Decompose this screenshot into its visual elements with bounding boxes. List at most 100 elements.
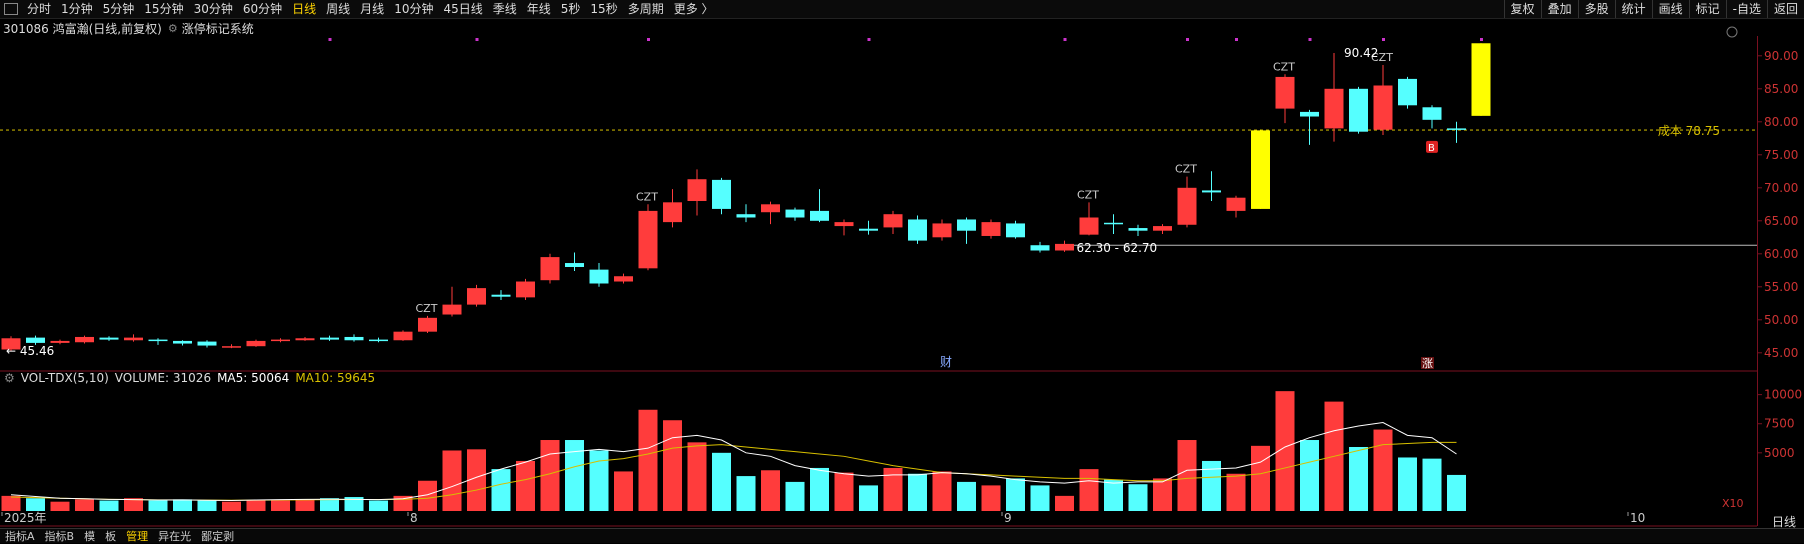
period-tab[interactable]: 15分钟 [144, 2, 184, 16]
candle-body [1177, 187, 1197, 225]
bottom-tab[interactable]: 指标B [44, 530, 75, 543]
period-tab[interactable]: 45日线 [443, 2, 483, 16]
toolbar-button[interactable]: 叠加 [1540, 0, 1578, 18]
volume-bar [173, 499, 192, 511]
window-icon[interactable] [4, 3, 18, 15]
limit-dot [1382, 38, 1385, 41]
period-tab[interactable]: 多周期 [627, 2, 664, 16]
volume-bar [246, 500, 266, 511]
limit-dot [1235, 38, 1238, 41]
volume-bar [614, 471, 633, 511]
bottom-tab[interactable]: 模 [84, 530, 96, 543]
volume-bar [1447, 474, 1466, 511]
candle-body [908, 219, 927, 241]
candle-body [761, 204, 780, 213]
price-tick-label: 70.00 [1764, 181, 1798, 195]
volume-bar [75, 499, 94, 511]
toolbar-button[interactable]: -自选 [1725, 0, 1767, 18]
czt-label: CZT [636, 190, 658, 203]
volume-bar [736, 476, 756, 511]
candle-body [148, 339, 168, 342]
period-tab[interactable]: 周线 [326, 2, 351, 16]
price-tick-label: 90.00 [1764, 49, 1798, 63]
volume-bar [1, 495, 21, 511]
period-tab[interactable]: 15秒 [590, 2, 618, 16]
volume-bar [1128, 484, 1148, 511]
bottom-tab[interactable]: 异在光 [158, 530, 192, 543]
candle-body [173, 340, 192, 344]
period-tab[interactable]: 1分钟 [61, 2, 93, 16]
candle-body [834, 222, 854, 227]
volume-bar [883, 467, 903, 511]
low-price-label: ← 45.46 [6, 344, 54, 358]
volume-bar [1177, 440, 1197, 511]
bottom-tab-bar: 指标A 指标B 模板管理 异在光 鄙定剥 [0, 528, 1804, 543]
system-name[interactable]: 涨停标记系统 [181, 21, 254, 36]
period-tab[interactable]: 日线 [292, 2, 317, 16]
period-tab[interactable]: 5秒 [560, 2, 581, 16]
period-tab[interactable]: 年线 [526, 2, 551, 16]
chart-title-bar: 301086 鸿富瀚(日线,前复权) ⚙ 涨停标记系统 [0, 20, 254, 36]
volume-bar [197, 500, 217, 511]
toolbar-button[interactable]: 多股 [1577, 0, 1615, 18]
candle-body [1275, 76, 1295, 109]
bottom-tab[interactable]: 管理 [126, 530, 149, 543]
gear-icon[interactable]: ⚙ [4, 371, 15, 385]
volume-bar [761, 470, 780, 511]
price-tick-label: 45.00 [1764, 346, 1798, 360]
candle-body [859, 228, 878, 231]
candle-body [369, 339, 388, 342]
period-tab[interactable]: 5分钟 [102, 2, 135, 16]
limit-dot [647, 38, 650, 41]
bottom-tab[interactable]: 板 [105, 530, 117, 543]
candle-body [1202, 190, 1221, 193]
period-tab[interactable]: 30分钟 [193, 2, 233, 16]
price-tick-label: 85.00 [1764, 82, 1798, 96]
bottom-tab[interactable]: 指标A [5, 530, 35, 543]
volume-unit-label: X10 [1722, 497, 1744, 510]
volume-bar [1104, 479, 1123, 511]
gear-icon[interactable]: ⚙ [167, 21, 178, 35]
bottom-tab[interactable]: 鄙定剥 [201, 530, 235, 543]
volume-bar [1251, 445, 1270, 511]
volume-bar [1202, 460, 1221, 511]
candle-body [1128, 228, 1148, 231]
volume-bar [1422, 458, 1442, 511]
cost-label: 成本 78.75 [1658, 124, 1720, 138]
toolbar-button[interactable]: 复权 [1503, 0, 1541, 18]
candle-body [957, 219, 976, 231]
candle-body [442, 304, 462, 315]
stock-code-name: 301086 鸿富瀚(日线,前复权) [3, 21, 162, 36]
candle-body [1055, 243, 1074, 251]
volume-bar [712, 452, 731, 511]
period-tab[interactable]: 分时 [27, 2, 52, 16]
toolbar-button[interactable]: 画线 [1651, 0, 1689, 18]
toolbar-button[interactable]: 标记 [1688, 0, 1726, 18]
period-tab[interactable]: 季线 [492, 2, 517, 16]
period-tab[interactable]: 10分钟 [394, 2, 434, 16]
limit-dot [1480, 38, 1483, 41]
period-tab[interactable]: 更多 〉 [673, 2, 714, 16]
volume-bar [467, 449, 486, 511]
price-tick-label: 50.00 [1764, 313, 1798, 327]
indicator-name[interactable]: VOL-TDX(5,10) [20, 371, 109, 385]
candle-body [712, 179, 731, 209]
volume-bar [222, 501, 241, 511]
x-axis-label: 8 [410, 511, 418, 525]
price-tick-label: 65.00 [1764, 214, 1798, 228]
volume-bar [99, 500, 119, 511]
range-label: 62.30 - 62.70 [1077, 241, 1158, 255]
volume-bar [516, 460, 535, 511]
candle-body [540, 257, 560, 281]
volume-bar [957, 481, 976, 511]
candle-body [467, 288, 486, 305]
period-tab[interactable]: 60分钟 [242, 2, 283, 16]
toolbar-button[interactable]: 统计 [1614, 0, 1652, 18]
candle-body [197, 341, 217, 346]
period-tab[interactable]: 月线 [360, 2, 385, 16]
volume-bar [50, 501, 70, 511]
toolbar-button[interactable]: 返回 [1766, 0, 1804, 18]
candle-body [1324, 88, 1344, 129]
volume-bar [271, 500, 290, 511]
